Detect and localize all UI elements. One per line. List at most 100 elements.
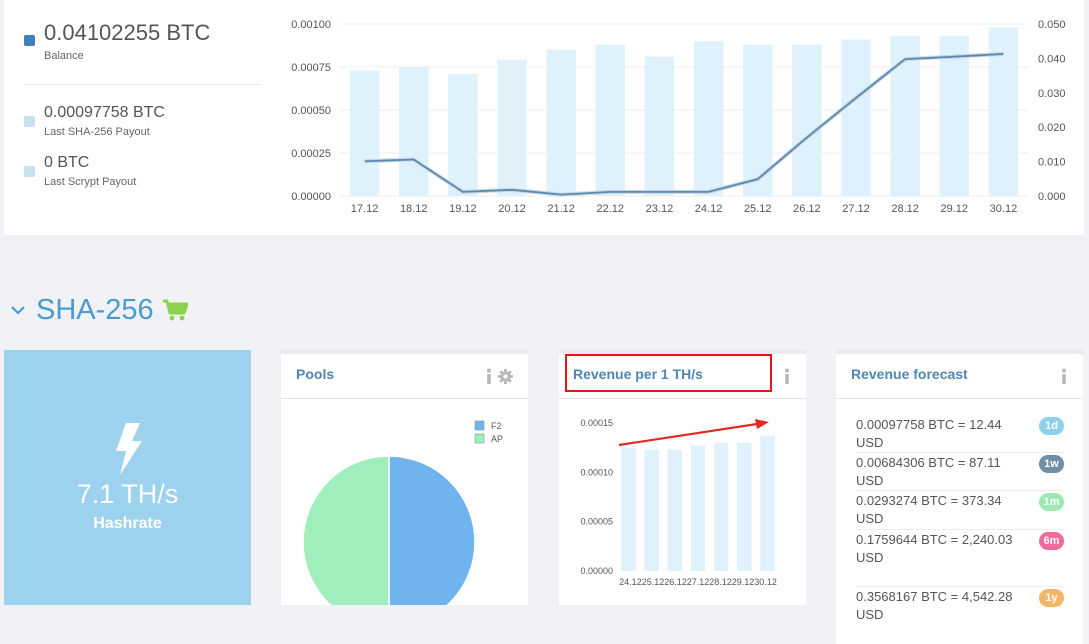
- x-axis-tick: 22.12: [597, 203, 625, 215]
- period-badge: 1m: [1039, 493, 1064, 511]
- revenue-bar: [760, 435, 775, 571]
- balance-bar: [448, 73, 478, 196]
- right-axis-tick: 0.020: [1038, 122, 1066, 134]
- period-badge: 1w: [1039, 455, 1064, 473]
- forecast-header: Revenue forecast: [836, 354, 1083, 399]
- info-icon[interactable]: [1061, 368, 1067, 384]
- left-axis-tick: 0.00100: [291, 19, 331, 31]
- period-badge: 1d: [1039, 417, 1064, 435]
- forecast-title: Revenue forecast: [851, 366, 968, 382]
- pools-pie-chart: F2 AP: [302, 420, 503, 605]
- rev-axis-tick: 0.00015: [580, 418, 613, 428]
- x-axis-tick: 19.12: [449, 203, 477, 215]
- sha-payout-label: Last SHA-256 Payout: [44, 126, 150, 138]
- trend-arrow-head: [755, 419, 769, 429]
- pie-slice: [302, 455, 390, 605]
- left-axis-tick: 0.00075: [291, 62, 331, 74]
- legend-label: AP: [491, 434, 503, 444]
- pools-panel: Pools F2 AP: [281, 350, 528, 605]
- balance-bar: [939, 36, 970, 196]
- balance-bar: [497, 60, 527, 197]
- trend-arrow-line: [618, 422, 758, 447]
- legend-swatch: [474, 433, 485, 444]
- forecast-text: 0.1759644 BTC = 2,240.03 USD: [856, 532, 1013, 565]
- info-icon[interactable]: [486, 368, 492, 384]
- hashrate-label: Hashrate: [93, 515, 162, 532]
- x-axis-tick: 20.12: [498, 203, 526, 215]
- revenue-bar: [737, 442, 752, 571]
- sha-payout-swatch: [24, 116, 35, 127]
- right-axis-tick: 0.000: [1038, 191, 1066, 203]
- forecast-row: 0.00097758 BTC = 12.44 USD 1d: [856, 414, 1064, 453]
- balance-bar: [644, 56, 675, 197]
- left-axis-tick: 0.00025: [291, 148, 331, 160]
- x-axis-tick: 30.12: [990, 203, 1018, 215]
- rev-axis-tick: 0.00010: [580, 467, 613, 477]
- gear-icon[interactable]: [498, 369, 513, 384]
- balance-bar: [841, 39, 871, 197]
- forecast-text: 0.3568167 BTC = 4,542.28 USD: [856, 589, 1013, 622]
- x-axis-tick: 24.12: [695, 203, 723, 215]
- period-badge: 6m: [1039, 532, 1064, 550]
- balance-chart: 0.00000 0.00025 0.00050 0.00075 0.00100 0.000…: [291, 19, 1066, 215]
- forecast-row: 0.00684306 BTC = 87.11 USD 1w: [856, 452, 1064, 491]
- cart-icon[interactable]: [162, 298, 188, 322]
- x-axis-tick: 28.12: [891, 203, 919, 215]
- section-title: SHA-256: [36, 293, 154, 326]
- chevron-down-icon[interactable]: [8, 300, 28, 320]
- revenue-bar: [667, 449, 683, 571]
- rev-axis-tick: 0.00005: [580, 517, 613, 527]
- right-axis-tick: 0.010: [1038, 157, 1066, 169]
- hashrate-value: 7.1 TH/s: [76, 479, 179, 509]
- x-axis-tick: 17.12: [351, 203, 379, 215]
- forecast-row: 0.0293274 BTC = 373.34 USD 1m: [856, 490, 1064, 530]
- right-axis-tick: 0.040: [1038, 53, 1066, 65]
- pools-title: Pools: [296, 366, 335, 382]
- hashrate-card: 7.1 TH/s Hashrate: [4, 350, 251, 605]
- right-axis-tick: 0.050: [1038, 19, 1066, 31]
- balance-bar: [349, 70, 380, 196]
- legend-label: F2: [491, 421, 502, 431]
- x-axis-tick: 25.12: [744, 203, 772, 215]
- revenue-bar: [644, 449, 659, 571]
- pie-slice: [388, 455, 476, 605]
- revenue-title-highlight: [565, 354, 772, 392]
- revenue-bar: [621, 447, 636, 571]
- balance-bar: [595, 44, 626, 196]
- x-axis-tick: 23.12: [646, 203, 674, 215]
- forecast-text: 0.00097758 BTC = 12.44 USD: [856, 417, 1002, 450]
- revenue-panel: Revenue per 1 TH/s 0.00000 0.00005 0.00010…: [559, 350, 806, 605]
- left-axis-tick: 0.00050: [291, 105, 331, 117]
- rev-axis-tick: 0.00000: [580, 566, 613, 576]
- scrypt-payout-label: Last Scrypt Payout: [44, 176, 137, 188]
- balance-bar: [792, 44, 822, 196]
- revenue-chart: 0.00000 0.00005 0.00010 0.00015 24.1225.1226…: [580, 418, 777, 587]
- balance-value: 0.04102255 BTC: [44, 20, 211, 45]
- x-axis-tick: 26.12: [793, 203, 821, 215]
- balance-label: Balance: [44, 50, 84, 62]
- balance-card: 0.04102255 BTC Balance 0.00097758 BTC La…: [4, 0, 1084, 235]
- forecast-row: 0.3568167 BTC = 4,542.28 USD 1y: [856, 586, 1064, 636]
- legend-swatch: [474, 420, 485, 431]
- revenue-bar: [713, 442, 729, 571]
- balance-bar: [693, 41, 724, 197]
- x-axis-tick: 21.12: [547, 203, 575, 215]
- period-badge: 1y: [1039, 589, 1064, 607]
- revenue-bar: [690, 445, 706, 571]
- pools-header: Pools: [281, 354, 528, 399]
- sha-payout-value: 0.00097758 BTC: [44, 104, 165, 121]
- section-header[interactable]: SHA-256: [8, 290, 188, 330]
- balance-bar: [890, 36, 920, 196]
- scrypt-payout-swatch: [24, 166, 35, 177]
- left-axis-tick: 0.00000: [291, 191, 331, 203]
- balance-legend-swatch: [24, 35, 35, 46]
- rev-x-tick-labels: 24.1225.1226.1227.1228.1229.1230.12: [619, 577, 777, 587]
- forecast-text: 0.0293274 BTC = 373.34 USD: [856, 493, 1002, 526]
- info-icon[interactable]: [784, 368, 790, 384]
- balance-bar: [742, 44, 773, 196]
- revenue-title: Revenue per 1 TH/s: [573, 366, 703, 382]
- x-axis-tick: 27.12: [842, 203, 870, 215]
- scrypt-payout-value: 0 BTC: [44, 154, 90, 171]
- balance-divider: [24, 84, 260, 85]
- forecast-row: 0.1759644 BTC = 2,240.03 USD 6m: [856, 529, 1064, 587]
